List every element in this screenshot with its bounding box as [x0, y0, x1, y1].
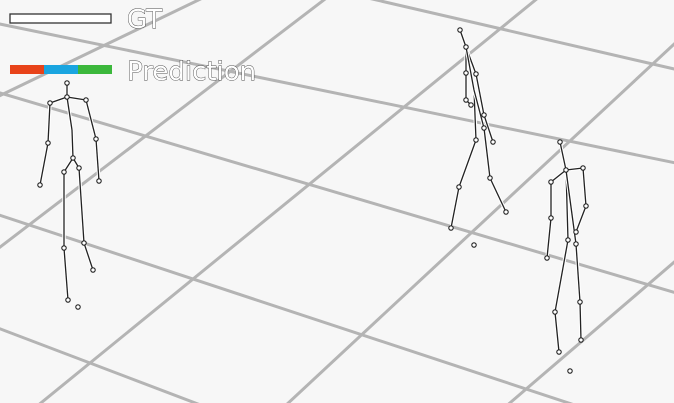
skeleton-joint: [468, 102, 474, 108]
skeleton-joint: [578, 337, 584, 343]
skeleton-bone: [83, 242, 94, 271]
skeleton-bone: [559, 141, 567, 171]
skeleton-bone: [554, 239, 569, 313]
skeleton-bone: [546, 217, 552, 259]
skeleton-left: [37, 80, 102, 310]
skeleton-joint: [544, 255, 550, 261]
skeleton-joint: [580, 165, 586, 171]
skeleton-bone: [575, 243, 581, 303]
skeleton-joint: [548, 215, 554, 221]
skeleton-bone: [473, 89, 477, 141]
skeleton-joint: [448, 225, 454, 231]
skeletons: [37, 27, 589, 374]
skeleton-bone: [554, 311, 560, 353]
skeleton-joint: [552, 309, 558, 315]
skeleton-joint: [96, 178, 102, 184]
skeleton-joint: [481, 112, 487, 118]
skeleton-bone: [475, 73, 485, 116]
gt-legend-label: GT: [127, 5, 162, 35]
skeleton-bone: [63, 157, 74, 173]
skeleton-bone: [450, 186, 460, 229]
skeleton-joint: [61, 245, 67, 251]
skeleton-joint: [463, 44, 469, 50]
prediction-legend-label: Prediction: [127, 57, 256, 87]
grid-line: [286, 42, 674, 403]
skeleton-joint: [573, 229, 579, 235]
skeleton-joint: [83, 97, 89, 103]
skeleton-joint: [473, 137, 479, 143]
skeleton-joint: [471, 242, 477, 248]
skeleton-bone: [473, 89, 485, 129]
skeleton-joint: [45, 140, 51, 146]
skeleton-bone: [459, 29, 467, 48]
skeleton-joint: [81, 240, 87, 246]
skeleton-joint: [37, 182, 43, 188]
skeleton-joint: [548, 179, 554, 185]
skeleton-joint: [47, 100, 53, 106]
grid-line: [369, 0, 674, 71]
skeleton-joint: [567, 368, 573, 374]
grid-line: [0, 91, 674, 294]
skeleton-joint: [490, 139, 496, 145]
skeleton-joint: [64, 80, 70, 86]
skeleton-joint: [577, 299, 583, 305]
skeleton-joint: [75, 304, 81, 310]
legend: GT Prediction: [9, 5, 257, 87]
skeleton-bone: [483, 127, 491, 179]
skeleton-joint: [93, 136, 99, 142]
skeleton-bone: [95, 138, 100, 182]
skeleton-bone: [39, 142, 49, 186]
grid-line: [0, 213, 574, 403]
skeleton-bone: [66, 96, 87, 101]
skeleton-joint: [583, 203, 589, 209]
skeleton-bone: [78, 167, 85, 244]
skeleton-joint: [463, 97, 469, 103]
gt-legend-swatch: [9, 13, 112, 24]
skeleton-joint: [76, 165, 82, 171]
skeleton-joint: [456, 184, 462, 190]
skeleton-joint: [503, 209, 509, 215]
skeleton-bone: [63, 247, 69, 301]
skeleton-bone: [483, 114, 494, 143]
skeleton-bone: [71, 129, 74, 159]
skeleton-joint: [481, 125, 487, 131]
skeleton-bone: [582, 167, 587, 207]
skeleton-bone: [550, 169, 567, 183]
skeleton-center: [448, 27, 509, 248]
skeleton-right: [544, 139, 589, 374]
skeleton-bone: [458, 139, 477, 188]
skeleton-joint: [487, 175, 493, 181]
skeleton-bone: [565, 167, 584, 171]
grid-line: [0, 22, 674, 165]
prediction-swatch-red: [10, 65, 44, 74]
skeleton-bone: [66, 96, 73, 131]
prediction-swatch-blue: [44, 65, 78, 74]
grid-line: [0, 327, 200, 403]
skeleton-joint: [473, 71, 479, 77]
skeleton-joint: [64, 94, 70, 100]
skeleton-joint: [573, 241, 579, 247]
skeleton-bone: [575, 205, 587, 233]
skeleton-bone: [489, 177, 507, 213]
skeleton-joint: [563, 167, 569, 173]
skeleton-joint: [70, 155, 76, 161]
skeleton-joint: [463, 70, 469, 76]
skeleton-joint: [565, 237, 571, 243]
skeleton-joint: [556, 349, 562, 355]
skeleton-joint: [557, 139, 563, 145]
skeleton-bone: [49, 96, 68, 104]
skeleton-bone: [47, 102, 51, 144]
skeleton-joint: [61, 169, 67, 175]
skeleton-joint: [90, 267, 96, 273]
skeleton-bone: [579, 301, 582, 341]
skeleton-joint: [65, 297, 71, 303]
skeleton-joint: [457, 27, 463, 33]
prediction-swatch-green: [78, 65, 112, 74]
grid-line: [0, 0, 327, 249]
skeleton-bone: [85, 99, 97, 140]
grid-line: [38, 0, 538, 403]
skeleton-bone: [465, 46, 475, 91]
